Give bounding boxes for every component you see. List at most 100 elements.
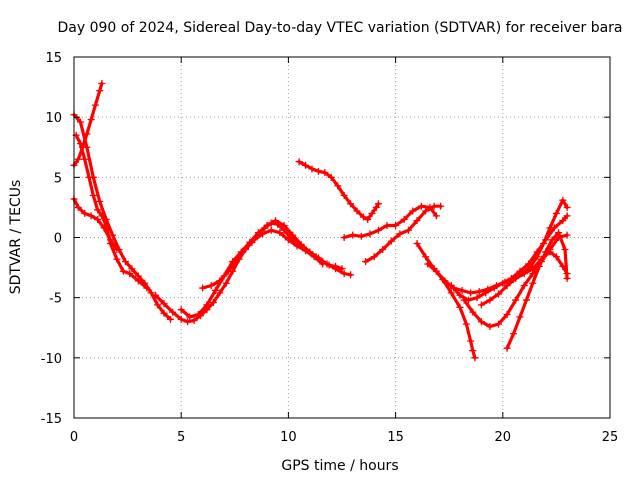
data-point — [529, 265, 537, 273]
data-point — [499, 279, 507, 287]
data-point — [194, 311, 202, 319]
data-point — [96, 87, 104, 95]
x-tick-labels: 0 5 10 15 20 25 — [70, 430, 618, 445]
data-point — [216, 289, 224, 297]
data-point — [74, 203, 82, 211]
data-point — [207, 282, 215, 290]
data-point — [76, 118, 84, 126]
data-point — [550, 224, 558, 232]
data-point — [520, 282, 528, 290]
data-point — [432, 267, 440, 275]
series-arc-8 — [295, 158, 382, 223]
data-point — [81, 155, 89, 163]
data-point — [190, 317, 198, 325]
data-point — [94, 206, 102, 214]
data-point — [308, 165, 316, 173]
data-point — [413, 240, 421, 248]
data-point — [495, 320, 503, 328]
data-point — [160, 309, 168, 317]
series-trace — [426, 198, 569, 295]
data-point — [366, 230, 374, 238]
data-point — [559, 262, 567, 270]
data-point — [503, 282, 511, 290]
data-point — [537, 255, 545, 263]
data-point — [242, 244, 250, 252]
series-arc-4 — [72, 131, 151, 292]
data-point — [106, 240, 114, 248]
data-point — [340, 234, 348, 241]
data-point — [332, 265, 340, 273]
series-arc-7 — [199, 226, 327, 292]
data-point — [357, 232, 365, 240]
data-point — [364, 215, 372, 223]
data-point — [87, 116, 95, 124]
data-point — [359, 213, 367, 221]
series-arc-1 — [70, 111, 174, 323]
data-point — [109, 231, 117, 239]
data-point — [94, 215, 102, 223]
data-point — [525, 260, 533, 268]
series-trace — [415, 241, 477, 360]
data-point — [347, 271, 355, 279]
data-point — [284, 236, 292, 244]
data-point — [482, 289, 490, 297]
data-point — [89, 191, 97, 199]
data-point — [334, 182, 342, 190]
series-arc-15 — [503, 229, 571, 352]
data-point — [224, 267, 232, 275]
data-point — [409, 207, 417, 215]
data-point — [340, 191, 348, 199]
series-trace — [72, 113, 173, 321]
data-point — [563, 203, 571, 211]
data-point — [250, 236, 258, 244]
data-point — [471, 354, 479, 362]
data-point — [441, 277, 449, 285]
data-point — [289, 231, 297, 239]
data-point — [91, 101, 99, 109]
data-point — [456, 303, 464, 311]
y-tick-label: -5 — [49, 292, 62, 307]
data-point — [477, 301, 485, 309]
data-point — [437, 202, 445, 210]
data-point — [327, 173, 335, 181]
data-point — [184, 318, 192, 326]
data-point — [520, 270, 528, 278]
x-axis-label: GPS time / hours — [281, 458, 398, 474]
data-point — [295, 158, 303, 166]
data-point — [473, 294, 481, 302]
data-point — [392, 221, 400, 229]
data-point — [310, 253, 318, 261]
data-point — [548, 236, 556, 244]
data-point — [96, 197, 104, 205]
data-point — [475, 288, 483, 296]
data-point — [503, 311, 511, 319]
data-point — [126, 270, 134, 278]
data-point — [293, 242, 301, 250]
data-point — [177, 306, 185, 314]
data-point — [119, 267, 127, 275]
data-point — [340, 270, 348, 278]
data-point — [546, 248, 554, 256]
data-point — [212, 286, 220, 294]
data-point — [417, 202, 425, 210]
data-point — [349, 231, 357, 239]
data-point — [486, 296, 494, 304]
y-tick-label: 10 — [45, 111, 62, 126]
data-point — [512, 296, 520, 304]
data-point — [370, 253, 378, 261]
data-point — [529, 279, 537, 287]
data-point — [559, 217, 567, 225]
x-tick-label: 0 — [70, 430, 78, 445]
data-point — [552, 253, 560, 261]
data-point — [516, 313, 524, 321]
data-point — [98, 212, 106, 220]
y-tick-label: 5 — [54, 171, 62, 186]
data-point — [81, 209, 89, 217]
series-trace — [74, 133, 149, 290]
data-point — [302, 161, 310, 169]
data-point — [467, 337, 475, 345]
y-tick-labels: -15 -10 -5 0 5 10 15 — [41, 51, 62, 427]
data-point — [563, 212, 571, 220]
data-point — [512, 274, 520, 282]
series-arc-2 — [70, 79, 106, 169]
